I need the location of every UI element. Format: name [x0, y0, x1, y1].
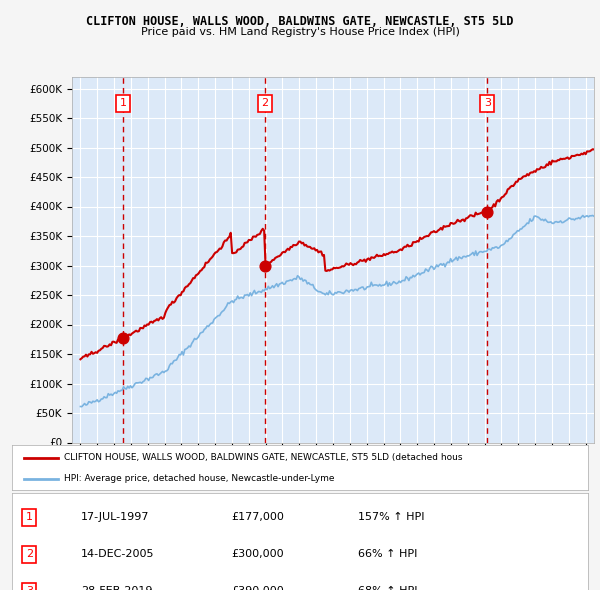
Text: CLIFTON HOUSE, WALLS WOOD, BALDWINS GATE, NEWCASTLE, ST5 5LD (detached hous: CLIFTON HOUSE, WALLS WOOD, BALDWINS GATE… — [64, 453, 463, 463]
Text: 157% ↑ HPI: 157% ↑ HPI — [358, 512, 424, 522]
Text: 17-JUL-1997: 17-JUL-1997 — [81, 512, 149, 522]
Text: 68% ↑ HPI: 68% ↑ HPI — [358, 586, 417, 590]
Text: 1: 1 — [26, 512, 33, 522]
Text: CLIFTON HOUSE, WALLS WOOD, BALDWINS GATE, NEWCASTLE, ST5 5LD: CLIFTON HOUSE, WALLS WOOD, BALDWINS GATE… — [86, 15, 514, 28]
Point — [260, 261, 269, 270]
Text: 2: 2 — [26, 549, 33, 559]
Text: 66% ↑ HPI: 66% ↑ HPI — [358, 549, 417, 559]
Text: 14-DEC-2005: 14-DEC-2005 — [81, 549, 155, 559]
Text: 28-FEB-2019: 28-FEB-2019 — [81, 586, 152, 590]
Text: £390,000: £390,000 — [231, 586, 284, 590]
Point — [118, 333, 128, 343]
Text: HPI: Average price, detached house, Newcastle-under-Lyme: HPI: Average price, detached house, Newc… — [64, 474, 334, 483]
Text: Price paid vs. HM Land Registry's House Price Index (HPI): Price paid vs. HM Land Registry's House … — [140, 27, 460, 37]
Text: £300,000: £300,000 — [231, 549, 284, 559]
Point — [482, 208, 492, 217]
Text: 3: 3 — [26, 586, 33, 590]
Text: 3: 3 — [484, 99, 491, 108]
Text: £177,000: £177,000 — [231, 512, 284, 522]
Text: 1: 1 — [119, 99, 127, 108]
Text: 2: 2 — [261, 99, 268, 108]
